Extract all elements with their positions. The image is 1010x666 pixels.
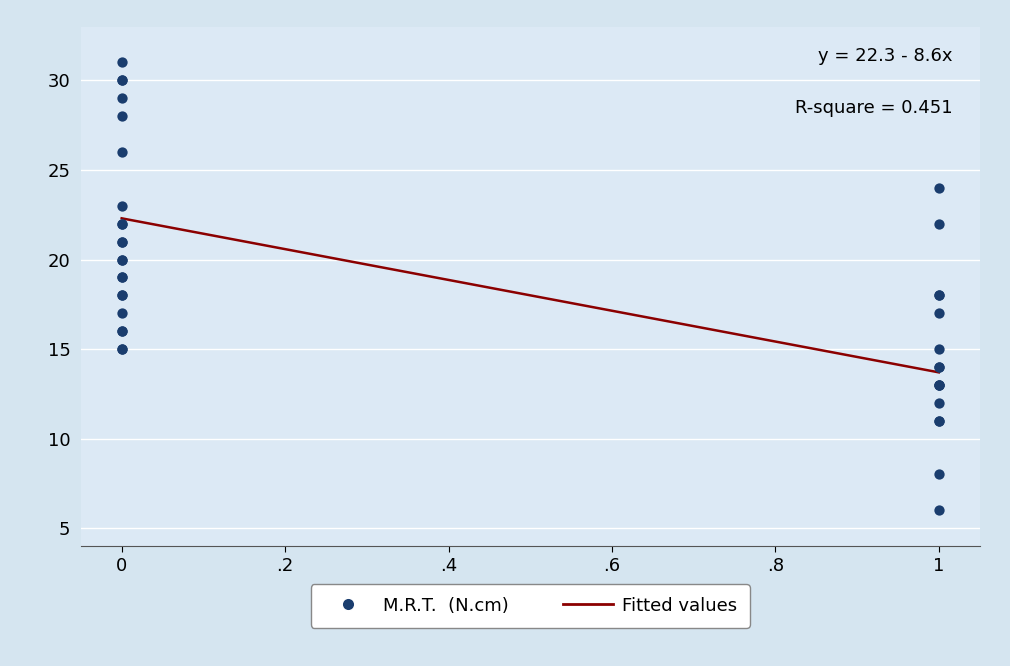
Point [113,75,129,86]
Point [113,308,129,318]
Point [931,380,947,390]
Point [113,254,129,265]
Point [113,200,129,211]
Point [113,344,129,354]
Point [113,236,129,247]
Point [113,272,129,283]
Point [113,147,129,157]
Point [931,416,947,426]
Point [931,362,947,372]
X-axis label: grupo: grupo [502,583,559,602]
Point [113,218,129,229]
Point [931,308,947,318]
Point [931,469,947,480]
Point [113,326,129,336]
Point [931,380,947,390]
Text: y = 22.3 - 8.6x: y = 22.3 - 8.6x [818,47,952,65]
Point [113,326,129,336]
Text: R-square = 0.451: R-square = 0.451 [795,99,952,117]
Point [931,290,947,300]
Point [931,182,947,193]
Point [113,218,129,229]
Point [931,218,947,229]
Point [113,254,129,265]
Point [931,380,947,390]
Point [931,505,947,515]
Point [113,272,129,283]
Point [113,236,129,247]
Point [113,57,129,68]
Point [931,398,947,408]
Point [113,344,129,354]
Point [113,290,129,300]
Point [931,416,947,426]
Point [931,344,947,354]
Point [113,93,129,104]
Point [113,111,129,121]
Point [931,290,947,300]
Point [931,362,947,372]
Legend: M.R.T.  (N.cm), Fitted values: M.R.T. (N.cm), Fitted values [310,585,750,628]
Point [113,290,129,300]
Point [113,75,129,86]
